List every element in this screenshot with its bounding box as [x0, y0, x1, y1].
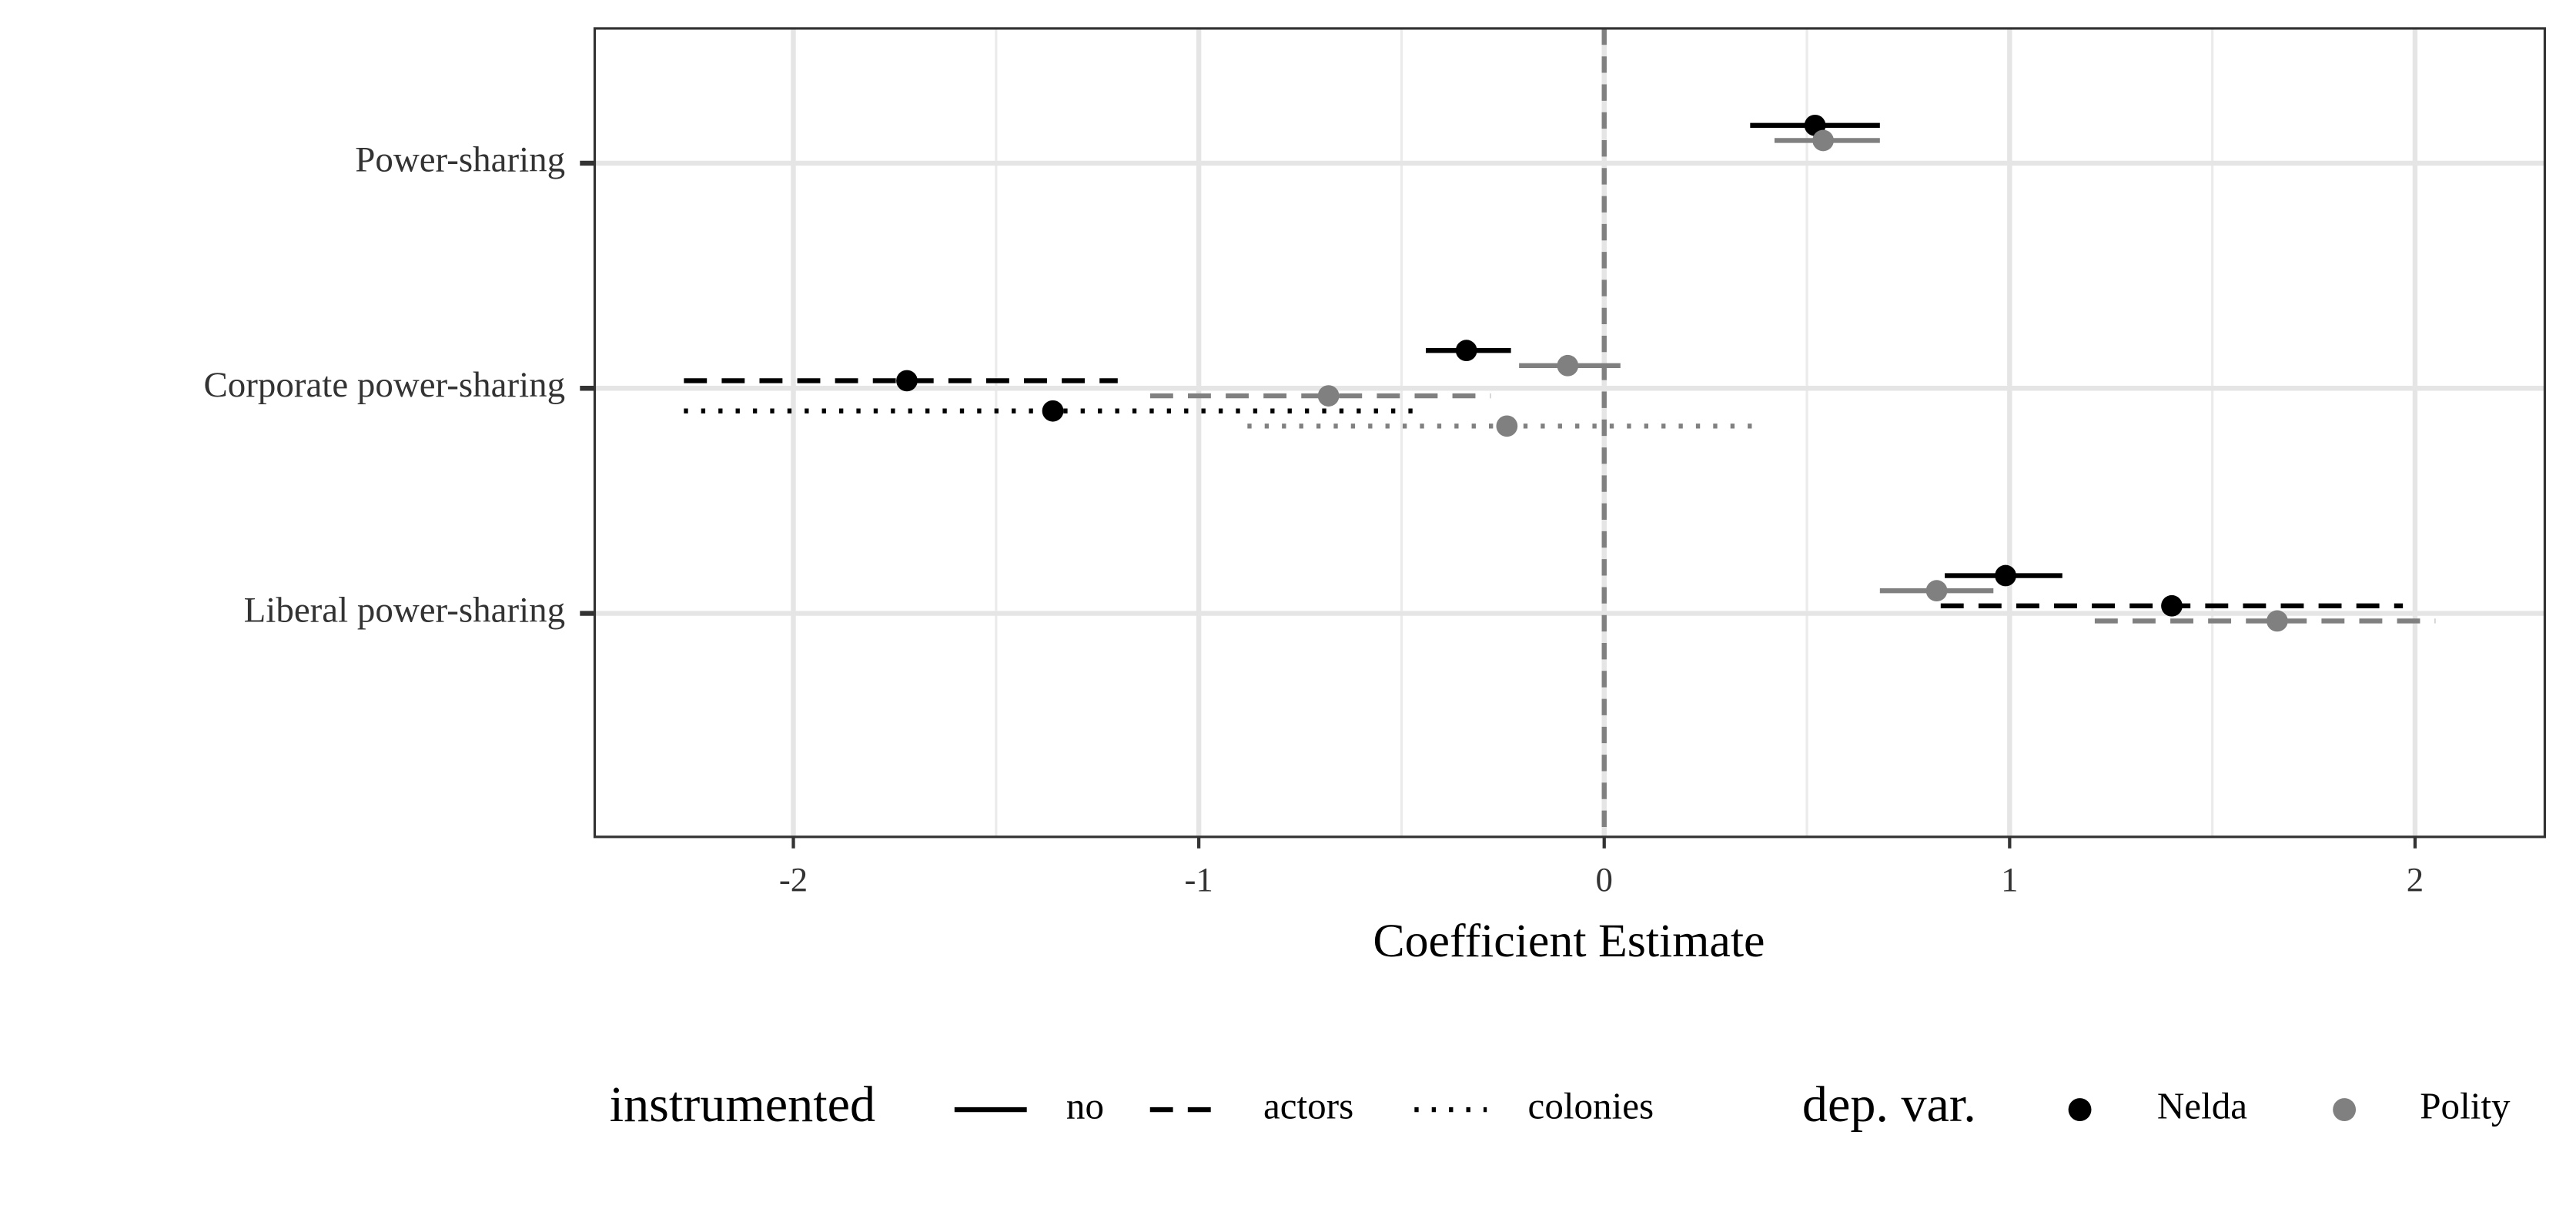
point — [1812, 129, 1834, 152]
point — [2267, 610, 2288, 632]
point — [1496, 415, 1518, 437]
x-tick-label: 0 — [1596, 860, 1613, 899]
x-tick-label: 1 — [2001, 860, 2018, 899]
point — [1317, 385, 1340, 407]
point — [1557, 354, 1579, 377]
legend-title: instrumented — [610, 1076, 875, 1133]
y-tick-label: Corporate power-sharing — [203, 365, 565, 405]
x-tick-label: -1 — [1184, 860, 1213, 899]
x-tick-label: 2 — [2407, 860, 2424, 899]
point — [1042, 400, 1064, 422]
legend-label: Polity — [2420, 1084, 2511, 1127]
point — [1925, 580, 1948, 602]
y-tick-label: Power-sharing — [355, 140, 565, 180]
point — [1455, 340, 1477, 362]
panel-border — [593, 27, 2547, 839]
x-tick-label: -2 — [779, 860, 808, 899]
legend-label: Nelda — [2157, 1084, 2247, 1127]
legend-label: actors — [1263, 1084, 1353, 1127]
legend-key — [2068, 1098, 2092, 1121]
x-axis-title: Coefficient Estimate — [1373, 915, 1765, 967]
legend-key — [2333, 1098, 2357, 1121]
point — [1995, 564, 2016, 587]
point — [2161, 594, 2183, 617]
y-tick-label: Liberal power-sharing — [244, 590, 565, 630]
legend-label: no — [1066, 1084, 1104, 1127]
point — [896, 370, 918, 392]
legend-label: colonies — [1528, 1084, 1654, 1127]
legend-title: dep. var. — [1802, 1076, 1976, 1133]
